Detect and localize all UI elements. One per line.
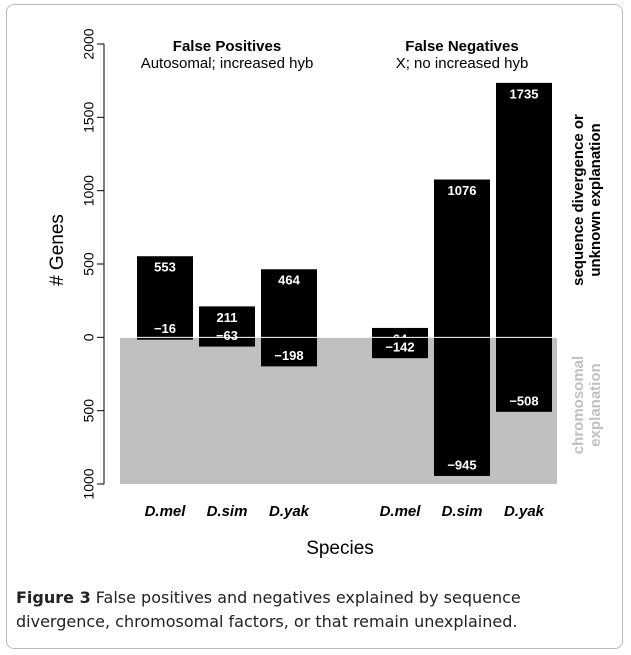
value-label: −198 bbox=[274, 348, 303, 363]
x-tick-label: D.mel bbox=[380, 503, 422, 520]
value-label: −945 bbox=[447, 457, 476, 472]
group-title: False Negatives bbox=[405, 38, 518, 55]
y-axis-label: # Genes bbox=[47, 214, 68, 286]
upper-annotation: sequence divergence or bbox=[570, 114, 587, 286]
bar bbox=[261, 337, 317, 367]
value-label: −16 bbox=[154, 321, 176, 336]
y-tick-label: 1000 bbox=[81, 468, 97, 499]
bar bbox=[434, 179, 490, 338]
value-label: 1735 bbox=[510, 86, 539, 101]
bar bbox=[137, 337, 193, 340]
bar bbox=[372, 337, 428, 359]
value-label: −508 bbox=[509, 393, 538, 408]
value-label: 1076 bbox=[448, 183, 477, 198]
bar bbox=[137, 256, 193, 338]
bar bbox=[261, 269, 317, 338]
caption-text: False positives and negatives explained … bbox=[16, 588, 521, 631]
value-label: −142 bbox=[385, 340, 414, 355]
bar bbox=[496, 82, 552, 338]
value-label: −63 bbox=[216, 328, 238, 343]
figure-frame bbox=[6, 4, 623, 649]
x-tick-label: D.mel bbox=[145, 503, 187, 520]
x-tick-label: D.yak bbox=[269, 503, 310, 520]
lower-annotation: chromosomal bbox=[570, 356, 587, 454]
y-tick-label: 2000 bbox=[81, 28, 97, 59]
lower-annotation: explanation bbox=[587, 363, 604, 446]
y-tick-label: 0 bbox=[81, 333, 97, 341]
x-tick-label: D.sim bbox=[442, 503, 483, 520]
x-tick-label: D.yak bbox=[504, 503, 545, 520]
bar bbox=[434, 337, 490, 476]
value-label: 464 bbox=[278, 273, 300, 288]
value-label: 211 bbox=[217, 310, 238, 325]
caption-label: Figure 3 bbox=[16, 588, 91, 607]
upper-annotation: unknown explanation bbox=[587, 123, 604, 276]
group-subtitle: X; no increased hyb bbox=[396, 55, 529, 72]
y-tick-label: 500 bbox=[81, 252, 97, 276]
group-title: False Positives bbox=[173, 38, 281, 55]
value-label: 553 bbox=[154, 260, 176, 275]
chart: 2000 1500 1000 500 0 500 1000 # Genes Species D.m… bbox=[47, 28, 604, 559]
group-subtitle: Autosomal; increased hyb bbox=[141, 55, 314, 72]
caption: Figure 3 False positives and negatives e… bbox=[16, 586, 616, 634]
bar bbox=[496, 337, 552, 412]
y-tick-label: 1500 bbox=[81, 102, 97, 133]
y-tick-label: 1000 bbox=[81, 175, 97, 206]
x-tick-label: D.sim bbox=[207, 503, 248, 520]
bar bbox=[372, 327, 428, 338]
y-tick-label: 500 bbox=[81, 399, 97, 423]
bar bbox=[199, 306, 255, 338]
negative-region bbox=[120, 337, 557, 484]
bar bbox=[199, 337, 255, 347]
x-axis-label: Species bbox=[306, 538, 374, 559]
